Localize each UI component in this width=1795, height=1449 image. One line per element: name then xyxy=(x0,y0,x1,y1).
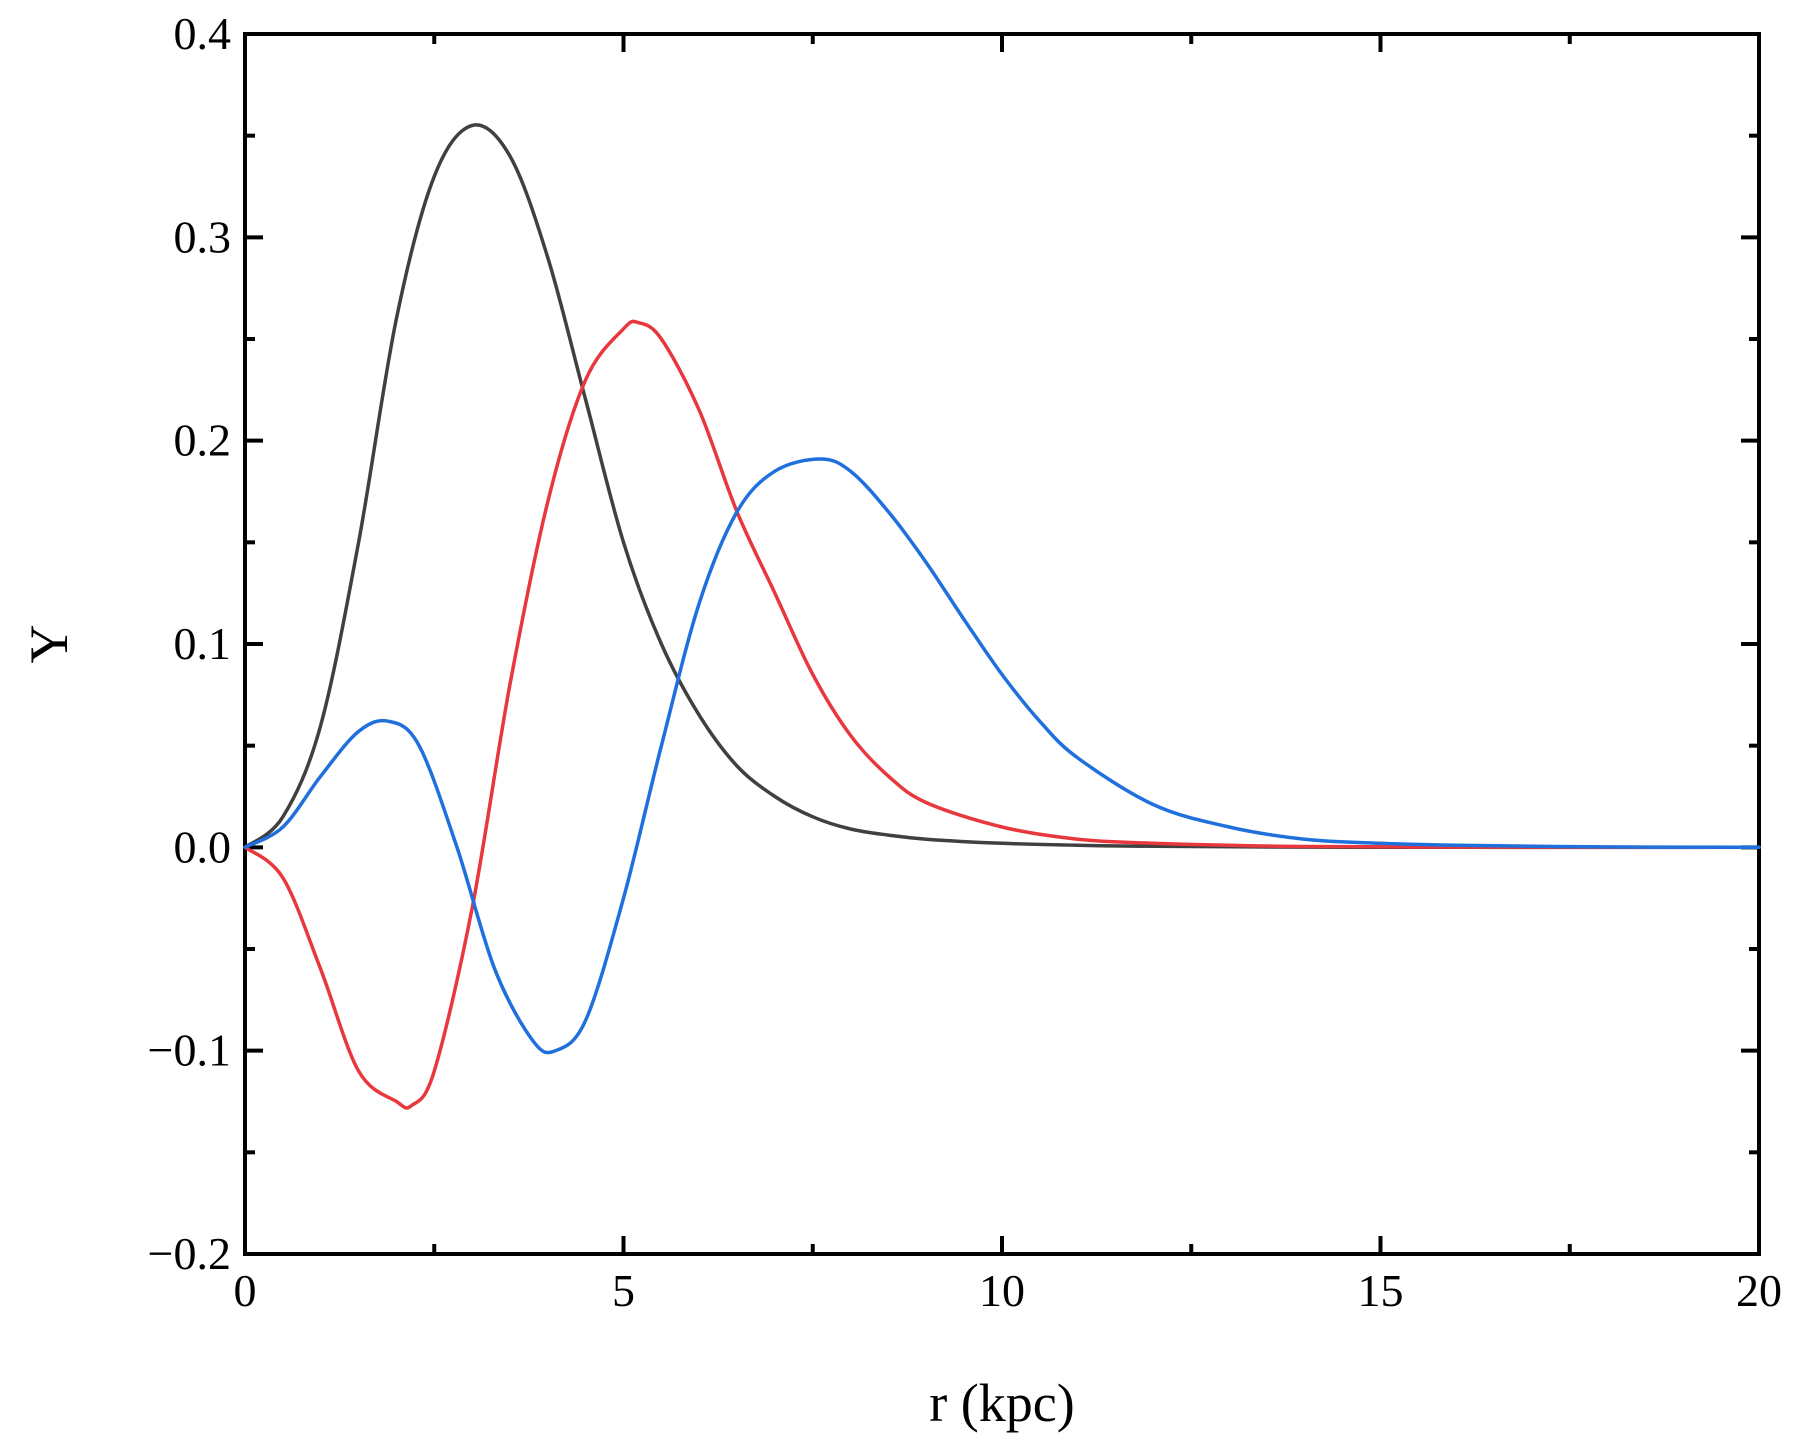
series-line-1 xyxy=(243,123,1761,850)
series-group xyxy=(243,123,1761,1110)
y-tick-label: 0.2 xyxy=(174,415,232,466)
y-tick-label: 0.4 xyxy=(174,8,232,59)
y-tick-label: −0.2 xyxy=(148,1228,231,1279)
axis-tick-labels: 0 5 10 15 20 −0.2 −0.1 0.0 0.1 0.2 0.3 0.4 xyxy=(148,8,1782,1316)
y-tick-label: 0.3 xyxy=(174,211,232,262)
series-line-3 xyxy=(243,457,1761,1055)
x-tick-label: 20 xyxy=(1736,1265,1782,1316)
y-axis-title: Y xyxy=(19,625,79,664)
y-tick-label: 0.0 xyxy=(174,821,232,872)
x-axis-title: r (kpc) xyxy=(929,1373,1074,1433)
x-tick-label: 15 xyxy=(1358,1265,1404,1316)
series-line-2 xyxy=(243,319,1761,1110)
x-tick-label: 0 xyxy=(234,1265,257,1316)
plot-frame xyxy=(243,32,1761,1256)
x-tick-label: 5 xyxy=(612,1265,635,1316)
axis-ticks xyxy=(243,32,1761,1256)
x-tick-label: 10 xyxy=(979,1265,1025,1316)
y-tick-label: −0.1 xyxy=(148,1025,231,1076)
y-tick-label: 0.1 xyxy=(174,618,232,669)
